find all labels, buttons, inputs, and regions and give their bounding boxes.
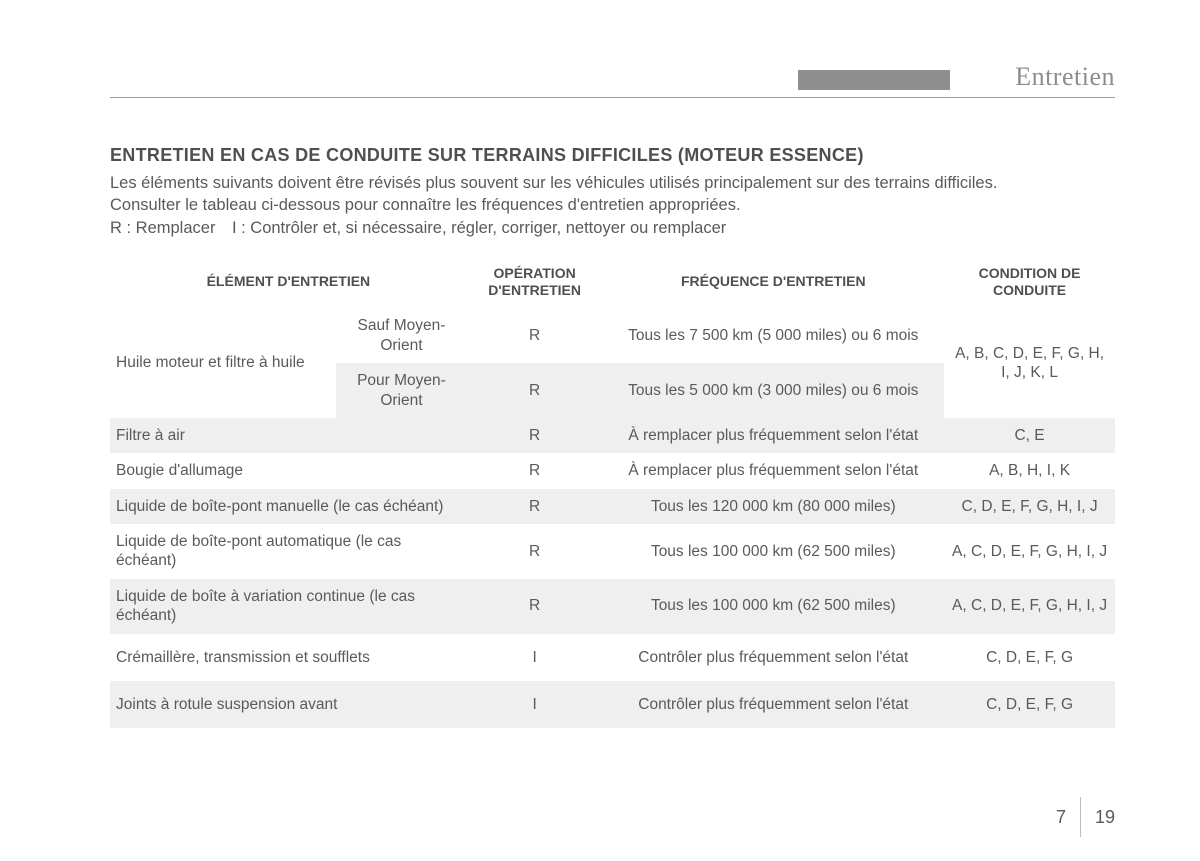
footer-separator xyxy=(1080,797,1081,837)
page-title: ENTRETIEN EN CAS DE CONDUITE SUR TERRAIN… xyxy=(110,145,1115,166)
page-footer: 7 19 xyxy=(1056,797,1115,837)
cell-condition: A, B, H, I, K xyxy=(944,453,1115,488)
page-number: 19 xyxy=(1095,807,1115,828)
cell-item: Filtre à air xyxy=(110,418,467,453)
cell-condition: C, D, E, F, G xyxy=(944,681,1115,728)
cell-condition: C, D, E, F, G, H, I, J xyxy=(944,489,1115,524)
chapter-name: Entretien xyxy=(1015,62,1115,92)
intro-line: R : Remplacer I : Contrôler et, si néces… xyxy=(110,217,1115,239)
cell-frequency: Tous les 7 500 km (5 000 miles) ou 6 moi… xyxy=(602,308,944,363)
col-header-condition: CONDITION DE CONDUITE xyxy=(944,255,1115,309)
cell-frequency: Tous les 5 000 km (3 000 miles) ou 6 moi… xyxy=(602,363,944,418)
cell-item: Liquide de boîte-pont manuelle (le cas é… xyxy=(110,489,467,524)
table-row: Crémaillère, transmission et soufflets I… xyxy=(110,634,1115,681)
horizontal-rule xyxy=(110,97,1115,98)
cell-item: Liquide de boîte à variation continue (l… xyxy=(110,579,467,634)
cell-frequency: À remplacer plus fréquemment selon l'éta… xyxy=(602,418,944,453)
cell-frequency: À remplacer plus fréquemment selon l'éta… xyxy=(602,453,944,488)
cell-frequency: Tous les 120 000 km (80 000 miles) xyxy=(602,489,944,524)
intro-text: Les éléments suivants doivent être révis… xyxy=(110,172,1115,239)
cell-frequency: Tous les 100 000 km (62 500 miles) xyxy=(602,579,944,634)
cell-operation: R xyxy=(467,418,603,453)
cell-item: Liquide de boîte-pont automatique (le ca… xyxy=(110,524,467,579)
table-row: Filtre à air R À remplacer plus fréquemm… xyxy=(110,418,1115,453)
cell-operation: R xyxy=(467,579,603,634)
table-row: Bougie d'allumage R À remplacer plus fré… xyxy=(110,453,1115,488)
cell-operation: R xyxy=(467,524,603,579)
col-header-item: ÉLÉMENT D'ENTRETIEN xyxy=(110,255,467,309)
cell-operation: I xyxy=(467,681,603,728)
chapter-header: Entretien xyxy=(0,60,1115,96)
cell-item: Joints à rotule suspension avant xyxy=(110,681,467,728)
cell-operation: R xyxy=(467,453,603,488)
cell-condition: A, C, D, E, F, G, H, I, J xyxy=(944,579,1115,634)
col-header-operation: OPÉRATION D'ENTRETIEN xyxy=(467,255,603,309)
cell-operation: I xyxy=(467,634,603,681)
cell-operation: R xyxy=(467,489,603,524)
cell-operation: R xyxy=(467,308,603,363)
content-area: ENTRETIEN EN CAS DE CONDUITE SUR TERRAIN… xyxy=(110,145,1115,728)
cell-item: Crémaillère, transmission et soufflets xyxy=(110,634,467,681)
chapter-number: 7 xyxy=(1056,807,1066,828)
cell-condition: C, D, E, F, G xyxy=(944,634,1115,681)
cell-frequency: Contrôler plus fréquemment selon l'état xyxy=(602,634,944,681)
cell-condition: A, B, C, D, E, F, G, H, I, J, K, L xyxy=(944,308,1115,418)
intro-line: Consulter le tableau ci-dessous pour con… xyxy=(110,194,1115,216)
cell-subitem: Sauf Moyen-Orient xyxy=(336,308,467,363)
table-row: Liquide de boîte-pont manuelle (le cas é… xyxy=(110,489,1115,524)
col-header-frequency: FRÉQUENCE D'ENTRETIEN xyxy=(602,255,944,309)
cell-frequency: Tous les 100 000 km (62 500 miles) xyxy=(602,524,944,579)
cell-condition: A, C, D, E, F, G, H, I, J xyxy=(944,524,1115,579)
table-row: Liquide de boîte-pont automatique (le ca… xyxy=(110,524,1115,579)
table-row: Joints à rotule suspension avant I Contr… xyxy=(110,681,1115,728)
cell-operation: R xyxy=(467,363,603,418)
cell-frequency: Contrôler plus fréquemment selon l'état xyxy=(602,681,944,728)
cell-subitem: Pour Moyen-Orient xyxy=(336,363,467,418)
manual-page: Entretien ENTRETIEN EN CAS DE CONDUITE S… xyxy=(0,0,1200,861)
header-grey-bar xyxy=(798,70,950,90)
intro-line: Les éléments suivants doivent être révis… xyxy=(110,172,1115,194)
cell-item: Huile moteur et filtre à huile xyxy=(110,308,336,418)
cell-condition: C, E xyxy=(944,418,1115,453)
maintenance-table: ÉLÉMENT D'ENTRETIEN OPÉRATION D'ENTRETIE… xyxy=(110,255,1115,728)
table-header-row: ÉLÉMENT D'ENTRETIEN OPÉRATION D'ENTRETIE… xyxy=(110,255,1115,309)
table-row: Huile moteur et filtre à huile Sauf Moye… xyxy=(110,308,1115,363)
cell-item: Bougie d'allumage xyxy=(110,453,467,488)
table-row: Liquide de boîte à variation continue (l… xyxy=(110,579,1115,634)
